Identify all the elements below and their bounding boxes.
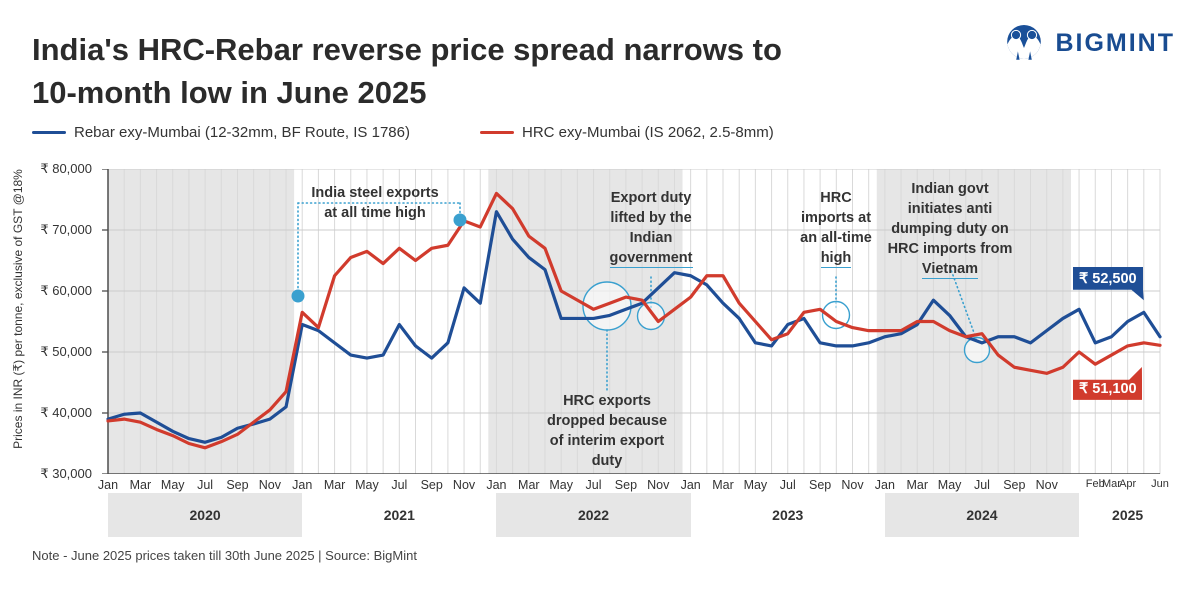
svg-text:₹ 52,500: ₹ 52,500 — [1079, 271, 1137, 287]
svg-text:₹ 51,100: ₹ 51,100 — [1079, 381, 1137, 397]
